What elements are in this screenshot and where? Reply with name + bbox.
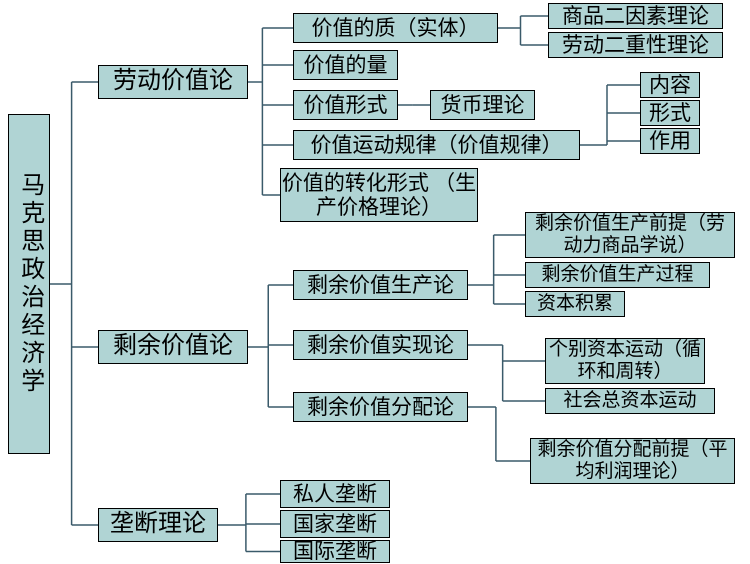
node-l3a3a: 货币理论 (430, 90, 535, 120)
node-l1b: 剩余价值论 (98, 330, 248, 364)
node-l3b1c: 资本积累 (525, 291, 625, 317)
node-l2b3: 剩余价值分配论 (293, 392, 468, 422)
node-l3b2b: 社会总资本运动 (545, 388, 715, 414)
node-l2a5: 价值的转化形式 （生产价格理论） (280, 168, 478, 222)
node-l3a4c: 作用 (640, 128, 700, 154)
node-l3a1b: 劳动二重性理论 (548, 32, 723, 58)
node-l3b1a: 剩余价值生产前提（劳动力商品学说） (525, 212, 735, 258)
node-l3b3a: 剩余价值分配前提（平均利润理论） (530, 438, 735, 484)
node-l3a4a: 内容 (640, 72, 700, 98)
node-l2a2: 价值的量 (293, 50, 398, 80)
node-l2a3: 价值形式 (293, 90, 398, 120)
node-l2c1: 私人垄断 (280, 480, 390, 508)
node-l3a1a: 商品二因素理论 (548, 3, 723, 29)
node-l1a: 劳动价值论 (98, 65, 248, 99)
node-l2a4: 价值运动规律（价值规律） (293, 130, 580, 160)
node-l3b1b: 剩余价值生产过程 (525, 262, 710, 288)
node-l1c: 垄断理论 (98, 508, 218, 542)
node-l2c3: 国际垄断 (280, 540, 390, 563)
node-l2c2: 国家垄断 (280, 510, 390, 538)
node-l3b2a: 个别资本运动（循环和周转） (545, 338, 705, 384)
node-l3a4b: 形式 (640, 100, 700, 126)
node-root: 马克思政治经济学 (8, 114, 50, 454)
node-l2b1: 剩余价值生产论 (293, 270, 468, 300)
node-l2a1: 价值的质（实体） (293, 13, 498, 43)
node-l2b2: 剩余价值实现论 (293, 330, 468, 360)
